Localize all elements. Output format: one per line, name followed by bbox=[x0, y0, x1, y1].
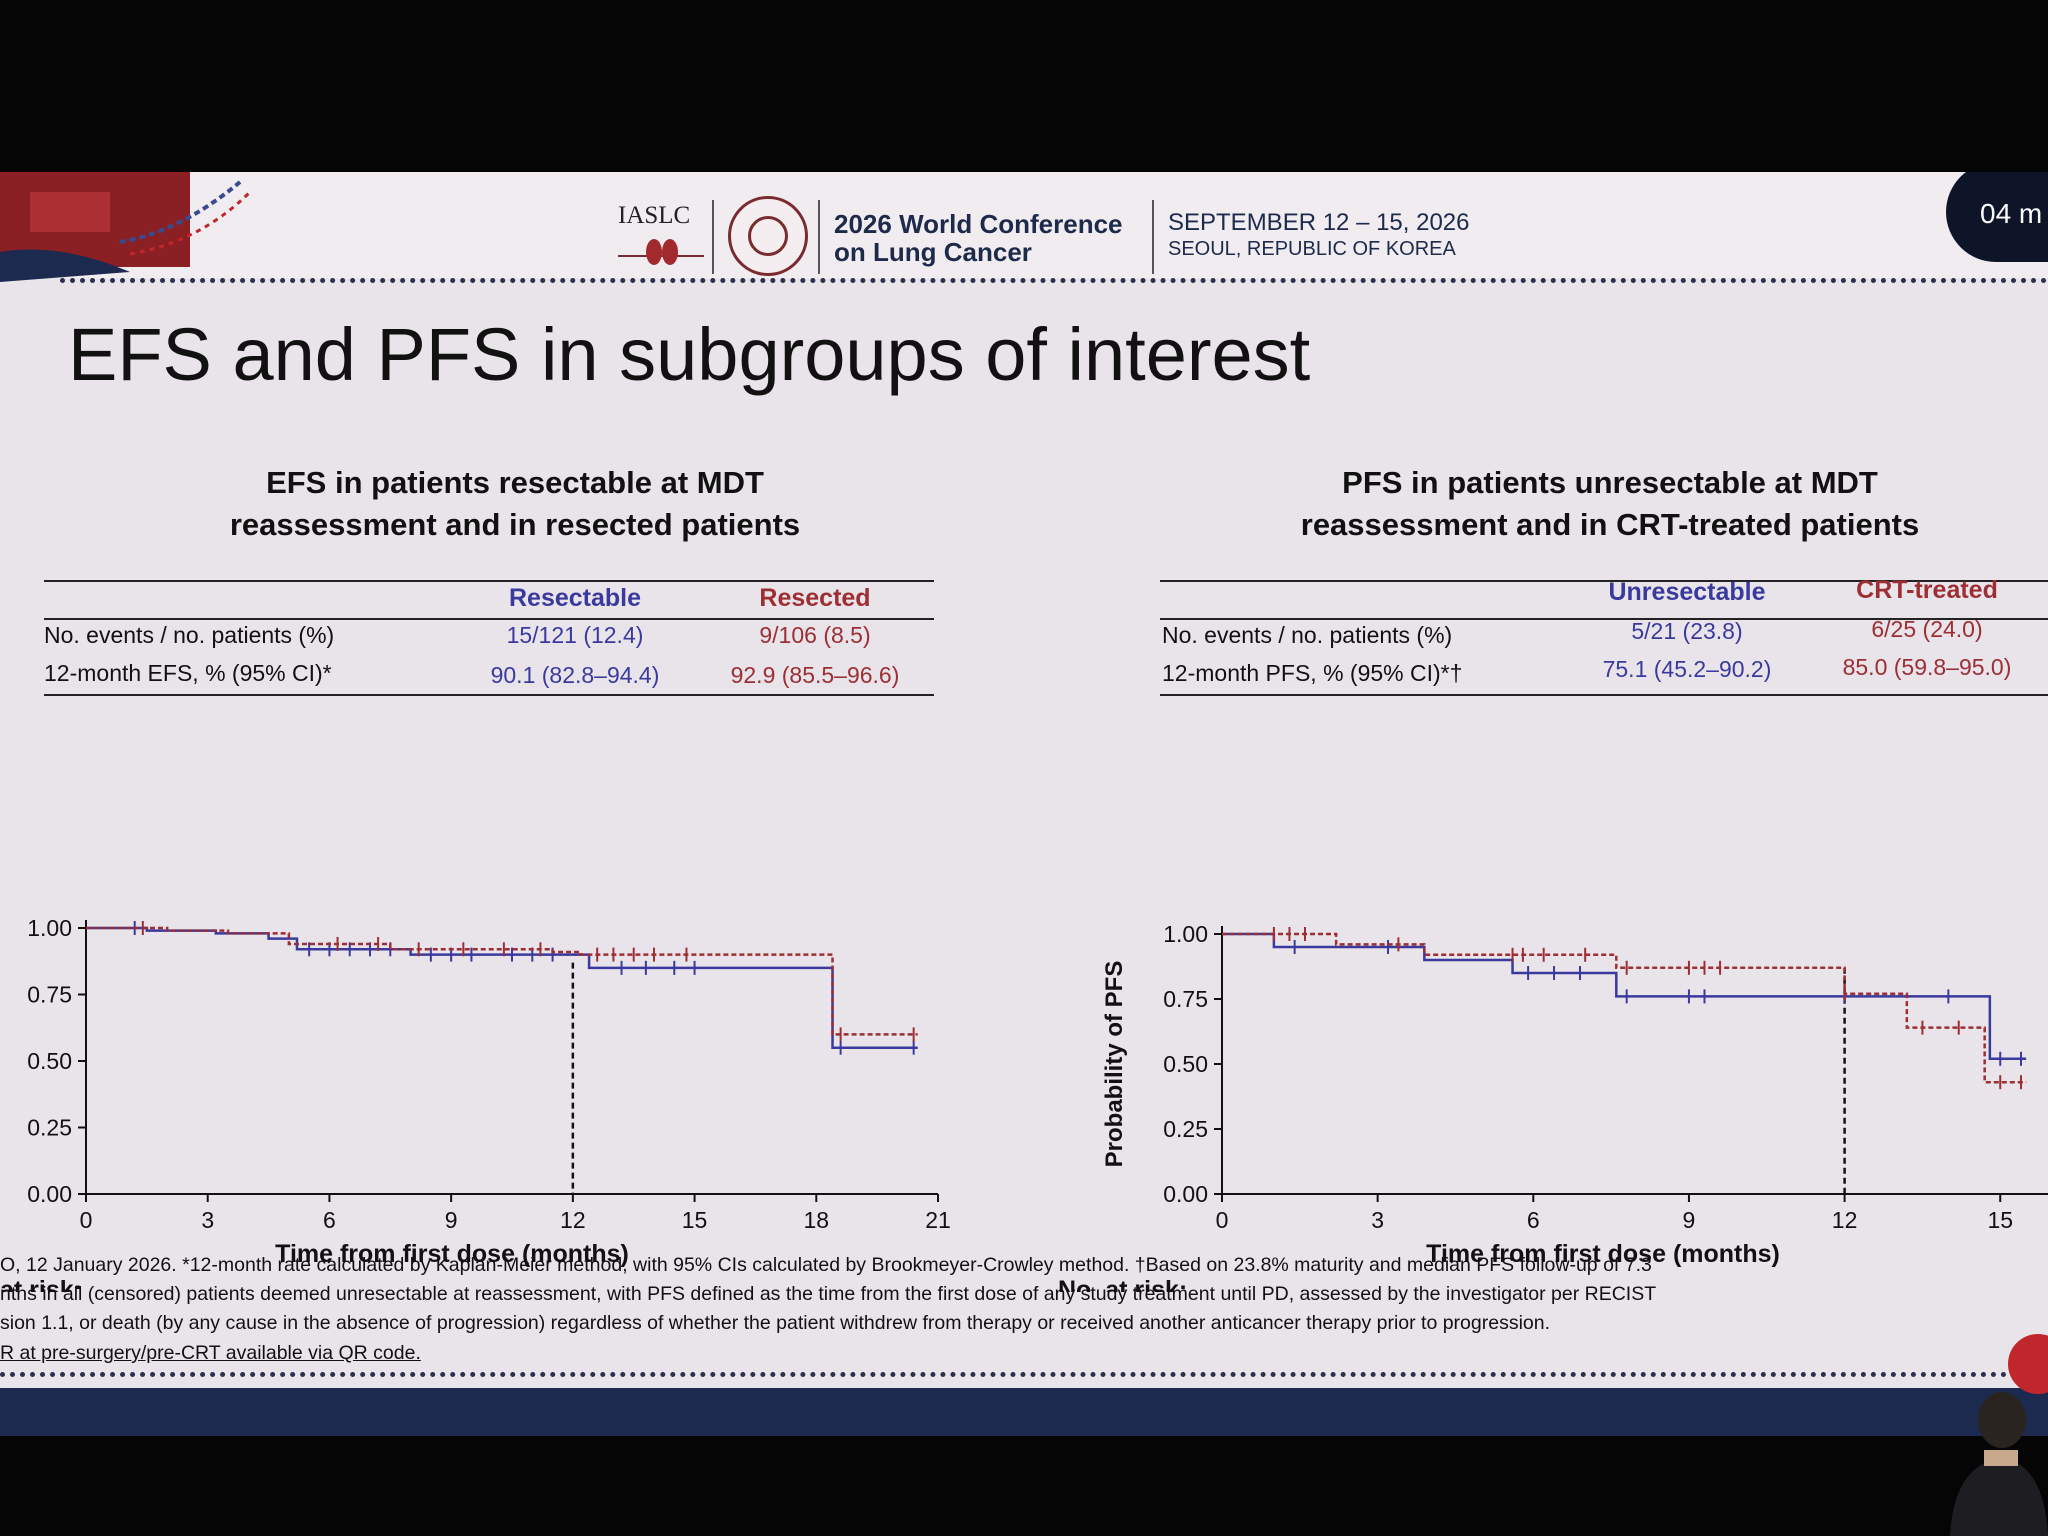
right-col-crt-treated: CRT-treated bbox=[1856, 576, 1998, 604]
page-number-badge bbox=[2008, 1334, 2048, 1394]
at-risk-title: No. at risk: bbox=[1058, 1276, 1187, 1292]
left-row1-resectable: 15/121 (12.4) bbox=[506, 622, 644, 648]
y-tick-label: 0.75 bbox=[1163, 986, 1208, 1012]
footnote-line-1: O, 12 January 2026. *12-month rate calcu… bbox=[0, 1254, 1652, 1276]
y-tick-label: 0.25 bbox=[1163, 1116, 1208, 1142]
x-tick-label: 6 bbox=[323, 1207, 336, 1233]
right-row1-label: No. events / no. patients (%) bbox=[1162, 622, 1453, 648]
y-tick-label: 1.00 bbox=[27, 915, 72, 941]
left-table-bottom-rule bbox=[44, 694, 934, 696]
corner-badge bbox=[1946, 172, 2048, 262]
speaker-silhouette bbox=[1950, 1392, 2048, 1536]
x-tick-label: 18 bbox=[803, 1207, 829, 1233]
right-row1-crt-treated: 6/25 (24.0) bbox=[1871, 616, 1983, 642]
pfs-kaplan-meier-chart: 0.00 0.25 0.50 0.75 1.00 0 3 6 9 12 15 Time from fi… bbox=[1058, 921, 2048, 1292]
y-tick-label: 0.75 bbox=[27, 982, 72, 1008]
conference-name: 2026 World Conference on Lung Cancer bbox=[834, 210, 1123, 266]
dates-line-2: SEOUL, REPUBLIC OF KOREA bbox=[1168, 238, 1456, 260]
right-col-unresectable: Unresectable bbox=[1608, 578, 1766, 606]
y-tick-label: 0.50 bbox=[1163, 1051, 1208, 1077]
footnote-line-3: sion 1.1, or death (by any cause in the … bbox=[0, 1312, 1551, 1334]
left-row1-resected: 9/106 (8.5) bbox=[759, 622, 871, 648]
left-col-resectable: Resectable bbox=[508, 584, 642, 612]
x-tick-label: 21 bbox=[925, 1207, 951, 1233]
slide: IASLC 2026 World Conference on Lung Canc… bbox=[0, 172, 2048, 1388]
left-row2-resected: 92.9 (85.5–96.6) bbox=[730, 662, 900, 688]
km-curve-unresectable bbox=[1222, 932, 2027, 1061]
right-row1-unresectable: 5/21 (23.8) bbox=[1631, 618, 1743, 644]
km-curve-resectable bbox=[86, 926, 918, 1049]
left-title-line-2: reassessment and in resected patients bbox=[229, 507, 801, 542]
y-tick-label: 0.00 bbox=[1163, 1181, 1208, 1207]
x-tick-label: 6 bbox=[1527, 1207, 1540, 1233]
left-panel-title: EFS in patients resectable at MDT reasse… bbox=[40, 462, 990, 546]
x-tick-label: 0 bbox=[80, 1207, 93, 1233]
left-row1-label: No. events / no. patients (%) bbox=[44, 622, 335, 648]
x-axis-label: Time from first dose (months) bbox=[275, 1240, 629, 1268]
x-tick-label: 0 bbox=[1216, 1207, 1229, 1233]
left-row2-resectable: 90.1 (82.8–94.4) bbox=[490, 662, 660, 688]
y-tick-label: 0.00 bbox=[27, 1181, 72, 1207]
x-tick-label: 3 bbox=[1371, 1207, 1384, 1233]
conference-seal-icon bbox=[728, 196, 808, 276]
left-table-header-rule bbox=[44, 618, 934, 620]
lungs-icon bbox=[618, 239, 704, 265]
at-risk-title: at risk: bbox=[0, 1276, 82, 1292]
right-row2-label: 12-month PFS, % (95% CI)*† bbox=[1162, 660, 1463, 686]
left-col-resected: Resected bbox=[759, 584, 871, 612]
efs-kaplan-meier-chart: 0.00 0.25 0.50 0.75 1.00 0 3 6 9 12 15 18 21 Time fro… bbox=[0, 915, 951, 1292]
y-tick-label: 1.00 bbox=[1163, 921, 1208, 947]
x-tick-label: 3 bbox=[201, 1207, 214, 1233]
conference-line-1: 2026 World Conference bbox=[834, 209, 1123, 239]
left-row2-label: 12-month EFS, % (95% CI)* bbox=[44, 660, 332, 686]
corner-badge-text: 04 m bbox=[1980, 198, 2043, 229]
x-tick-label: 12 bbox=[1832, 1207, 1858, 1233]
x-tick-label: 15 bbox=[1987, 1207, 2013, 1233]
footnote-line-2: nths in all (censored) patients deemed u… bbox=[0, 1283, 1657, 1305]
conference-banner: IASLC 2026 World Conference on Lung Canc… bbox=[0, 172, 2048, 282]
left-table-top-rule bbox=[44, 580, 934, 582]
right-title-line-1: PFS in patients unresectable at MDT bbox=[1342, 465, 1878, 500]
header-dotted-divider bbox=[60, 278, 2048, 283]
decorative-corner-art bbox=[0, 172, 252, 282]
km-curve-resected bbox=[86, 926, 918, 1036]
right-row2-crt-treated: 85.0 (59.8–95.0) bbox=[1842, 654, 2012, 680]
footer-band bbox=[0, 1388, 2048, 1436]
right-table-top-rule bbox=[1160, 580, 2048, 582]
right-title-line-2: reassessment and in CRT-treated patients bbox=[1300, 507, 1920, 542]
header-separator bbox=[712, 200, 714, 274]
right-panel-title: PFS in patients unresectable at MDT reas… bbox=[1170, 462, 2048, 546]
conference-line-2: on Lung Cancer bbox=[834, 237, 1032, 267]
dates-line-1: SEPTEMBER 12 – 15, 2026 bbox=[1168, 209, 1470, 236]
footer-dotted-divider bbox=[0, 1372, 2048, 1377]
x-axis-label: Time from first dose (months) bbox=[1426, 1240, 1780, 1268]
y-tick-label: 0.50 bbox=[27, 1048, 72, 1074]
footnote-line-4-link[interactable]: R at pre-surgery/pre-CRT available via Q… bbox=[0, 1342, 421, 1364]
conference-dates: SEPTEMBER 12 – 15, 2026 SEOUL, REPUBLIC … bbox=[1168, 210, 1470, 262]
right-table-bottom-rule bbox=[1160, 694, 2048, 696]
x-tick-label: 9 bbox=[1683, 1207, 1696, 1233]
y-axis-label: Probability of PFS bbox=[1101, 961, 1128, 1168]
x-tick-label: 15 bbox=[682, 1207, 708, 1233]
slide-title: EFS and PFS in subgroups of interest bbox=[68, 313, 1311, 396]
right-row2-unresectable: 75.1 (45.2–90.2) bbox=[1602, 656, 1772, 682]
y-tick-label: 0.25 bbox=[27, 1115, 72, 1141]
km-curve-crt-treated bbox=[1222, 932, 2027, 1084]
left-title-line-1: EFS in patients resectable at MDT bbox=[266, 465, 764, 500]
x-tick-label: 9 bbox=[445, 1207, 458, 1233]
right-table-header-rule bbox=[1160, 618, 2048, 620]
iaslc-logo-text: IASLC bbox=[618, 202, 691, 229]
header-separator bbox=[1152, 200, 1154, 274]
x-tick-label: 12 bbox=[560, 1207, 586, 1233]
header-separator bbox=[818, 200, 820, 274]
